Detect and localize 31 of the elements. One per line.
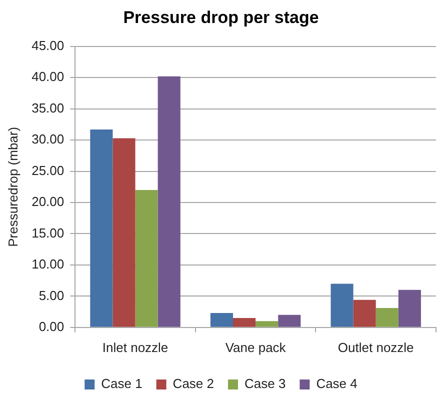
x-tick-label: Inlet nozzle — [102, 340, 168, 355]
bar — [90, 129, 113, 327]
legend-label: Case 2 — [172, 376, 214, 392]
bar — [158, 76, 180, 327]
legend-label: Case 4 — [316, 376, 358, 392]
bar — [135, 190, 158, 327]
y-tick-label: 45.00 — [32, 38, 64, 53]
bar — [233, 318, 256, 327]
y-tick-label: 30.00 — [32, 132, 64, 147]
bar — [278, 314, 301, 327]
y-tick-label: 25.00 — [32, 162, 64, 178]
bar — [353, 300, 376, 327]
bar — [210, 313, 234, 327]
bar — [112, 138, 136, 327]
bar — [330, 284, 354, 327]
y-tick-label: 40.00 — [32, 69, 64, 84]
y-tick-label: 0.00 — [38, 318, 64, 334]
y-axis-title: Pressuredrop (mbar) — [5, 126, 20, 247]
legend-label: Case 1 — [101, 376, 142, 392]
chart-title: Pressure drop per stage — [123, 8, 319, 27]
bar — [376, 308, 398, 327]
y-tick-label: 15.00 — [32, 225, 64, 240]
x-tick-label: Outlet nozzle — [338, 340, 414, 355]
y-tick-label: 20.00 — [32, 194, 64, 210]
legend-label: Case 3 — [244, 376, 286, 392]
y-tick-label: 10.00 — [32, 256, 64, 272]
x-tick-label: Vane pack — [225, 340, 286, 355]
bar — [398, 290, 421, 327]
y-tick-label: 35.00 — [32, 100, 64, 116]
bar — [256, 321, 278, 327]
y-tick-label: 5.00 — [38, 288, 64, 303]
